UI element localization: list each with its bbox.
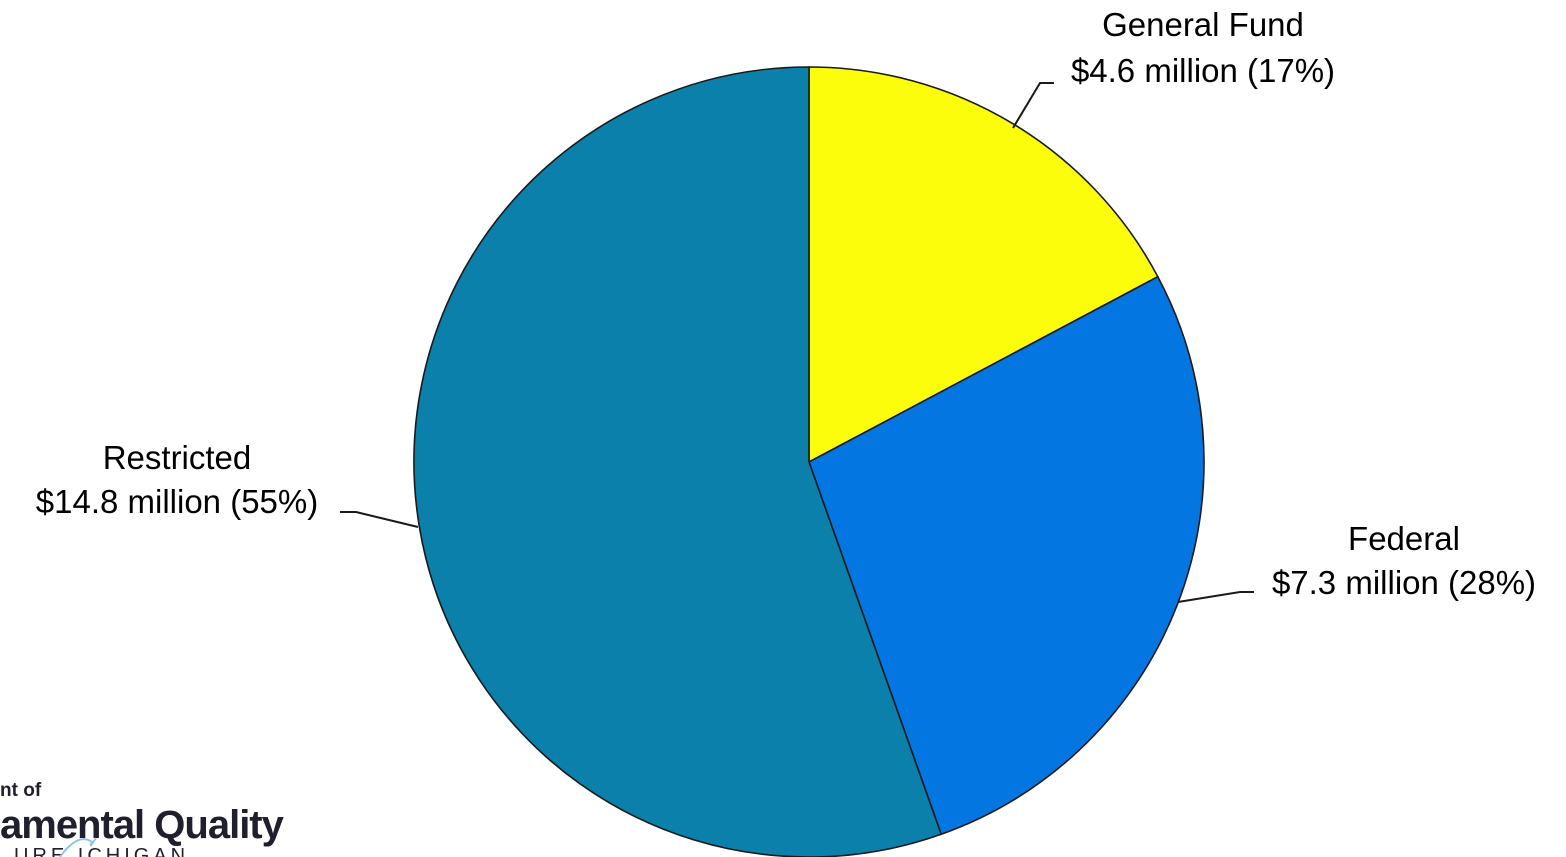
slice-name-label: Restricted	[103, 439, 252, 476]
logo: nt of amental Quality URE ICHIGAN	[0, 780, 286, 857]
pie-slice-federal	[808, 275, 1205, 836]
pie-slice-general-fund	[808, 66, 1159, 464]
leader-line-restricted	[340, 511, 419, 528]
leader-line-general-fund	[1012, 82, 1054, 129]
pie-slice-restricted	[413, 66, 943, 857]
slice-name-label: General Fund	[1102, 6, 1304, 43]
logo-line-1: nt of	[0, 780, 42, 801]
slice-label-federal: Federal $7.3 million (28%)	[1272, 520, 1536, 601]
slice-value-label: $14.8 million (55%)	[36, 483, 318, 520]
logo-swoosh-icon	[59, 837, 97, 857]
slice-value-label: $4.6 million (17%)	[1071, 52, 1335, 89]
pie-slices	[413, 66, 1205, 857]
slice-value-label: $7.3 million (28%)	[1272, 564, 1536, 601]
slice-label-general-fund: General Fund $4.6 million (17%)	[1071, 6, 1335, 89]
slice-label-restricted: Restricted $14.8 million (55%)	[36, 439, 318, 520]
logo-line-3: URE ICHIGAN	[14, 845, 189, 857]
leader-lines	[340, 82, 1254, 603]
logo-line-2: amental Quality	[0, 803, 285, 847]
leader-line-federal	[1177, 591, 1254, 603]
slice-name-label: Federal	[1348, 520, 1460, 557]
